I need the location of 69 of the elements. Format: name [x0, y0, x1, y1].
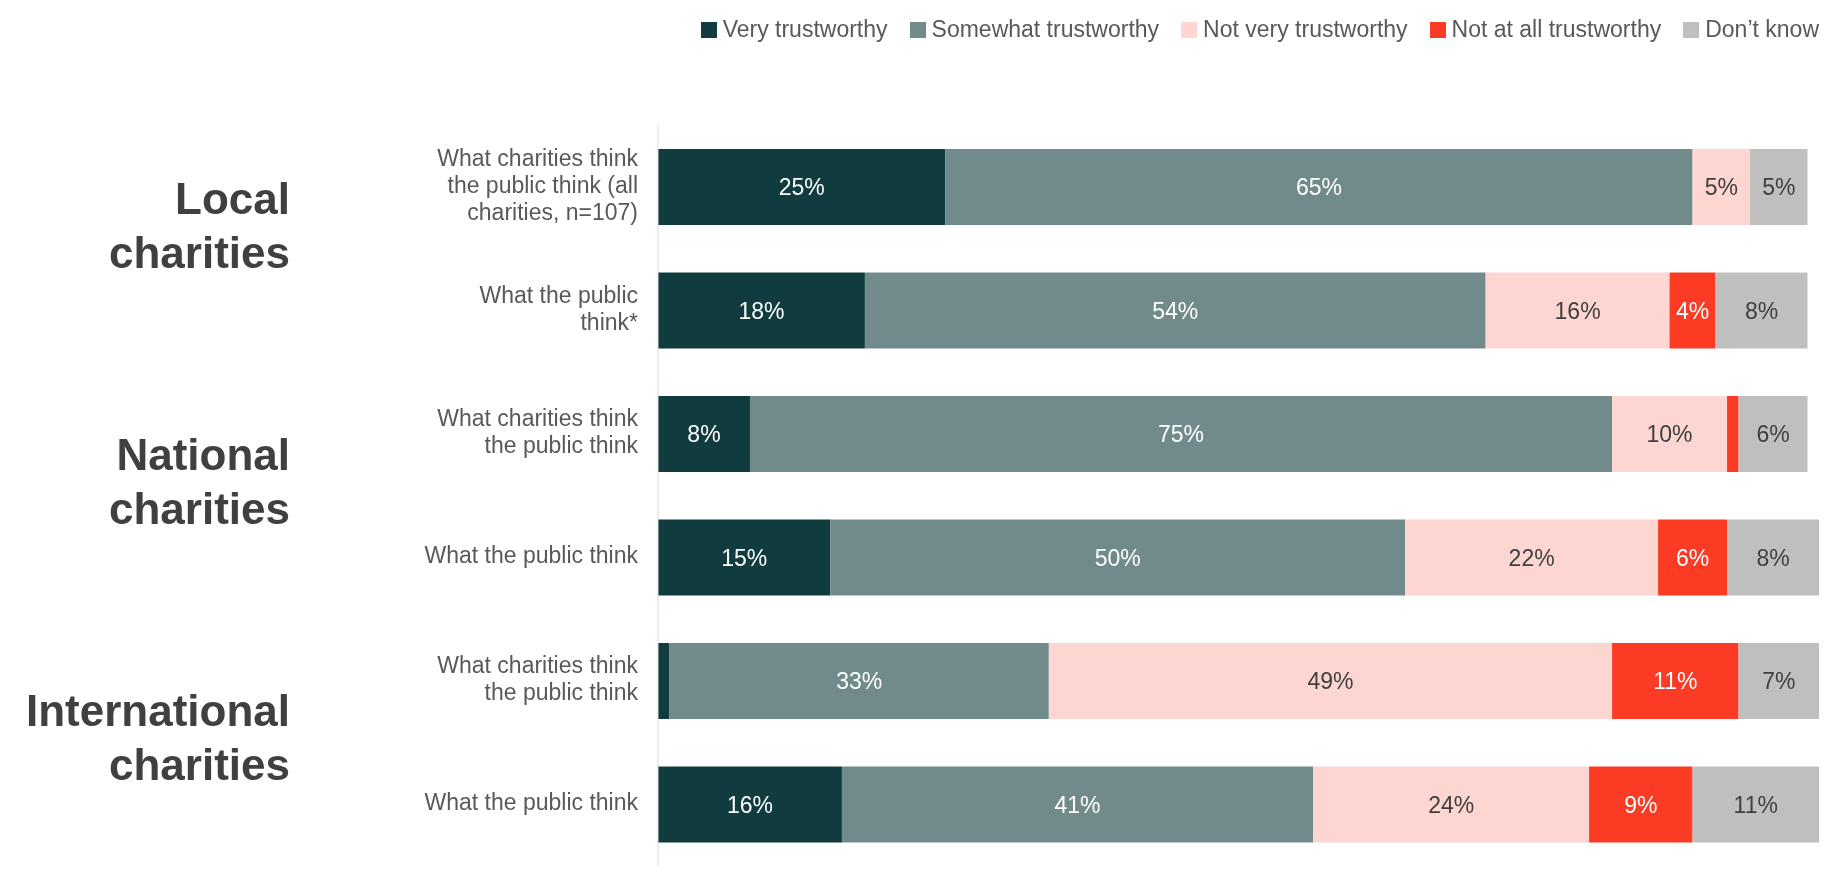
data-label: 4% — [1675, 297, 1710, 324]
bar — [1669, 272, 1716, 349]
y-tick-label: What charities think the public think (all charities, n=107) — [437, 144, 639, 225]
y-tick-label: What charities think the public think — [437, 652, 639, 706]
y-tick-label: What the public think* — [479, 281, 639, 335]
bar — [841, 766, 1314, 843]
bar — [658, 149, 946, 225]
bar — [658, 272, 865, 349]
data-label: 33% — [836, 668, 883, 694]
bar — [1692, 766, 1819, 843]
bar — [1612, 643, 1739, 719]
data-label: 16% — [1554, 297, 1601, 324]
data-label: 6% — [1756, 421, 1790, 447]
bar — [945, 149, 1693, 225]
data-label: 6% — [1675, 544, 1710, 571]
y-tick-label: What charities think the public think — [437, 405, 639, 459]
data-label: 9% — [1624, 791, 1658, 818]
bar — [658, 519, 831, 596]
legend-label: Not very trustworthy — [1203, 16, 1408, 43]
data-label: 65% — [1295, 174, 1342, 200]
y-tick-label: What the public think — [424, 789, 639, 816]
text: National charities — [108, 430, 290, 533]
legend-label: Somewhat trustworthy — [931, 16, 1160, 43]
bar — [669, 643, 1049, 719]
data-label: 8% — [687, 421, 721, 447]
text: Local charities — [108, 174, 290, 277]
bar — [1405, 519, 1659, 596]
bar — [1715, 272, 1808, 349]
data-label: 8% — [1756, 544, 1790, 571]
legend-label: Not at all trustworthy — [1451, 16, 1662, 43]
data-label: 11% — [1733, 791, 1778, 818]
data-label: 11% — [1653, 668, 1698, 694]
data-label: 24% — [1428, 791, 1475, 818]
bar — [1692, 149, 1751, 225]
y-tick-label: What the public think — [424, 542, 639, 569]
data-label: 16% — [726, 791, 773, 818]
text: International charities — [24, 686, 290, 789]
bar — [658, 396, 750, 472]
data-label: 54% — [1152, 297, 1199, 324]
bar — [1313, 766, 1590, 843]
bar — [1727, 519, 1819, 596]
data-label: 75% — [1158, 421, 1205, 447]
data-label: 8% — [1744, 297, 1779, 324]
data-label: 25% — [778, 174, 825, 200]
bar — [1727, 396, 1739, 472]
bar — [1589, 766, 1693, 843]
bar — [1658, 519, 1728, 596]
data-label: 5% — [1762, 174, 1796, 200]
data-label: 10% — [1646, 421, 1693, 447]
bar — [1612, 396, 1728, 472]
data-label: 50% — [1094, 544, 1141, 571]
bar — [1485, 272, 1670, 349]
bar — [1738, 396, 1808, 472]
legend-label: Don’t know — [1705, 16, 1819, 43]
data-label: 49% — [1307, 668, 1354, 694]
data-label: 41% — [1054, 791, 1101, 818]
bar — [749, 396, 1613, 472]
legend-label: Very trustworthy — [722, 16, 888, 43]
bar — [830, 519, 1406, 596]
bar — [1750, 149, 1808, 225]
data-label: 15% — [721, 544, 768, 571]
data-label: 22% — [1508, 544, 1555, 571]
data-label: 5% — [1704, 174, 1738, 200]
bar — [658, 766, 842, 843]
data-label: 7% — [1762, 668, 1796, 694]
bar — [1048, 643, 1613, 719]
bar — [1738, 643, 1819, 719]
bar — [864, 272, 1486, 349]
data-label: 18% — [738, 297, 785, 324]
